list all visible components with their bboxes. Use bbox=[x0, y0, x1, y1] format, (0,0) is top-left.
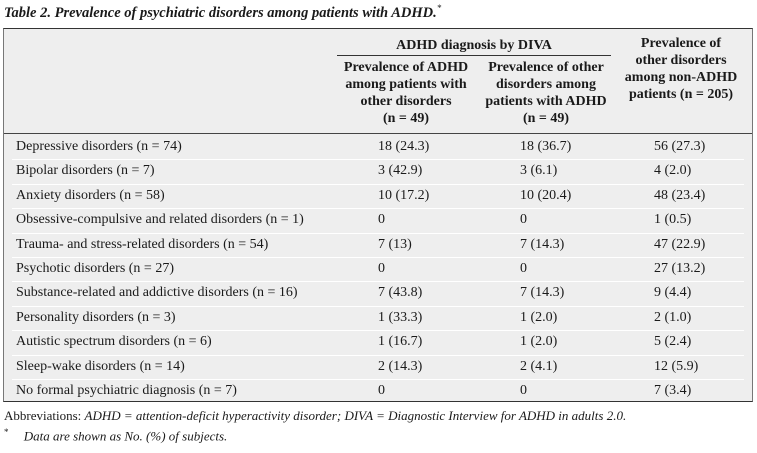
row-value-c1: 1 (33.3) bbox=[378, 309, 423, 325]
table-row: Anxiety disorders (n = 58) 10 (17.2) 10 (2… bbox=[4, 184, 752, 209]
row-separator bbox=[12, 183, 744, 185]
row-label: Bipolar disorders (n = 7) bbox=[16, 163, 155, 179]
row-value-c2: 2 (4.1) bbox=[520, 358, 558, 374]
header-bottom-rule bbox=[4, 133, 752, 134]
row-separator bbox=[12, 354, 744, 356]
caption-text: Table 2. Prevalence of psychiatric disor… bbox=[4, 4, 437, 21]
header-col-2: Prevalence of other disorders among pati… bbox=[478, 59, 614, 127]
header-group-label: ADHD diagnosis by DIVA bbox=[396, 38, 552, 53]
table-row: Psychotic disorders (n = 27) 0 0 27 (13.2) bbox=[4, 257, 752, 282]
footer-abbrev-prefix: Abbreviations: bbox=[4, 408, 85, 423]
header-col-3-line: Prevalence of bbox=[640, 36, 722, 51]
row-label: Anxiety disorders (n = 58) bbox=[16, 187, 165, 203]
row-value-c3: 27 (13.2) bbox=[654, 261, 706, 276]
row-value-c2: 1 (2.0) bbox=[520, 334, 558, 350]
row-separator bbox=[12, 379, 744, 380]
header-col-3-line: among non-ADHD bbox=[624, 70, 738, 85]
row-value-c2: 3 (6.1) bbox=[520, 163, 558, 179]
row-value-c2: 10 (20.4) bbox=[520, 187, 572, 203]
table-row: Trauma- and stress-related disorders (n … bbox=[4, 233, 752, 258]
header-col-1-line: among patients with bbox=[345, 77, 467, 92]
row-label: Sleep-wake disorders (n = 14) bbox=[16, 358, 185, 374]
row-label: No formal psychiatric diagnosis (n = 7) bbox=[16, 383, 237, 398]
row-value-c1: 18 (24.3) bbox=[378, 139, 430, 154]
row-value-c2: 0 bbox=[520, 261, 527, 276]
row-value-c2: 0 bbox=[520, 383, 527, 398]
footer-abbreviations: Abbreviations: ADHD = attention-deficit … bbox=[4, 408, 626, 424]
header-col-1: Prevalence of ADHD among patients with o… bbox=[334, 59, 478, 127]
row-value-c3: 5 (2.4) bbox=[654, 334, 692, 350]
row-label: Personality disorders (n = 3) bbox=[16, 309, 176, 325]
footer-note-text: Data are shown as No. (%) of subjects. bbox=[23, 428, 228, 444]
row-value-c1: 0 bbox=[378, 212, 385, 228]
row-value-c1: 3 (42.9) bbox=[378, 163, 423, 179]
row-label: Autistic spectrum disorders (n = 6) bbox=[16, 334, 212, 350]
caption-footnote-marker: * bbox=[436, 3, 442, 13]
row-value-c2: 0 bbox=[520, 212, 527, 228]
table-row: No formal psychiatric diagnosis (n = 7) 0… bbox=[4, 379, 752, 404]
header-col-1-line: (n = 49) bbox=[382, 111, 430, 126]
row-separator bbox=[12, 305, 744, 307]
row-separator bbox=[12, 257, 744, 258]
header-col-2-line: (n = 49) bbox=[522, 111, 570, 126]
row-label: Psychotic disorders (n = 27) bbox=[16, 261, 174, 276]
header-col-3-line: other disorders bbox=[635, 53, 727, 68]
row-value-c3: 4 (2.0) bbox=[654, 163, 692, 179]
row-label: Obsessive-compulsive and related disorde… bbox=[16, 212, 304, 228]
row-value-c1: 10 (17.2) bbox=[378, 187, 430, 203]
header-col-1-line: Prevalence of ADHD bbox=[343, 60, 469, 75]
header-col-2-line: disorders among bbox=[496, 77, 596, 92]
data-table: ADHD diagnosis by DIVA Prevalence of ADH… bbox=[3, 28, 753, 402]
header-col-2-line: patients with ADHD bbox=[485, 94, 607, 109]
header-col-1-line: other disorders bbox=[360, 94, 452, 109]
row-value-c1: 1 (16.7) bbox=[378, 334, 423, 350]
row-value-c2: 18 (36.7) bbox=[520, 139, 572, 154]
row-value-c2: 7 (14.3) bbox=[520, 285, 565, 301]
row-value-c3: 9 (4.4) bbox=[654, 285, 692, 301]
row-value-c3: 12 (5.9) bbox=[654, 358, 699, 374]
row-value-c1: 0 bbox=[378, 383, 385, 398]
row-separator bbox=[12, 330, 744, 332]
row-separator bbox=[12, 208, 744, 210]
table-row: Personality disorders (n = 3) 1 (33.3) 1 (… bbox=[4, 306, 752, 331]
row-value-c1: 0 bbox=[378, 261, 385, 276]
row-value-c2: 1 (2.0) bbox=[520, 309, 558, 325]
row-separator bbox=[12, 159, 744, 161]
footer-abbrev-text: ADHD = attention-deficit hyperactivity d… bbox=[84, 408, 627, 423]
table-caption: Table 2. Prevalence of psychiatric disor… bbox=[4, 3, 441, 22]
header-col-2-line: Prevalence of other bbox=[488, 60, 604, 75]
footer-note: * Data are shown as No. (%) of subjects. bbox=[4, 427, 227, 444]
row-label: Substance-related and addictive disorder… bbox=[16, 285, 298, 301]
row-value-c1: 2 (14.3) bbox=[378, 358, 423, 374]
table-row: Depressive disorders (n = 74) 18 (24.3) 18… bbox=[4, 135, 752, 160]
row-value-c3: 2 (1.0) bbox=[654, 309, 692, 325]
row-label: Trauma- and stress-related disorders (n … bbox=[16, 236, 269, 252]
row-value-c3: 7 (3.4) bbox=[654, 383, 692, 398]
row-value-c3: 56 (27.3) bbox=[654, 139, 706, 154]
row-value-c2: 7 (14.3) bbox=[520, 236, 565, 252]
row-value-c3: 48 (23.4) bbox=[654, 187, 706, 203]
table-row: Substance-related and addictive disorder… bbox=[4, 281, 752, 306]
header-col-3: Prevalence of other disorders among non-… bbox=[614, 35, 748, 103]
table-row: Sleep-wake disorders (n = 14) 2 (14.3) 2 (… bbox=[4, 355, 752, 380]
row-value-c1: 7 (43.8) bbox=[378, 285, 423, 301]
row-value-c1: 7 (13) bbox=[378, 236, 412, 252]
row-separator bbox=[12, 232, 744, 234]
row-label: Depressive disorders (n = 74) bbox=[16, 139, 182, 154]
table-row: Autistic spectrum disorders (n = 6) 1 (16… bbox=[4, 330, 752, 355]
table-row: Bipolar disorders (n = 7) 3 (42.9) 3 (6.1)… bbox=[4, 159, 752, 184]
row-value-c3: 47 (22.9) bbox=[654, 236, 706, 252]
header-col-3-line: patients (n = 205) bbox=[628, 87, 734, 102]
table-row: Obsessive-compulsive and related disorde… bbox=[4, 208, 752, 233]
row-separator bbox=[12, 281, 744, 283]
header-group-rule bbox=[337, 55, 611, 56]
row-value-c3: 1 (0.5) bbox=[654, 212, 692, 228]
footer-note-marker: * bbox=[4, 427, 9, 437]
